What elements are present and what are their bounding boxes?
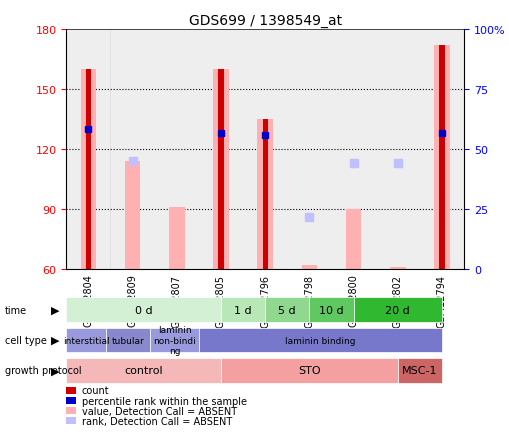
Text: 10 d: 10 d [319, 305, 343, 315]
Bar [301, 265, 317, 269]
Bar [86, 70, 91, 269]
Text: laminin binding: laminin binding [285, 336, 355, 345]
Bar [389, 267, 405, 269]
Bar [169, 207, 184, 269]
Bar [345, 209, 361, 269]
Text: growth protocol: growth protocol [5, 366, 81, 375]
Text: 1 d: 1 d [234, 305, 251, 315]
Title: GDS699 / 1398549_at: GDS699 / 1398549_at [188, 14, 341, 28]
FancyBboxPatch shape [199, 328, 441, 352]
Bar [262, 120, 267, 269]
FancyBboxPatch shape [220, 358, 397, 383]
Bar [218, 70, 223, 269]
Bar [66, 30, 110, 269]
Text: ▶: ▶ [51, 305, 60, 315]
FancyBboxPatch shape [309, 298, 353, 322]
Bar [438, 46, 444, 269]
FancyBboxPatch shape [353, 298, 441, 322]
Text: cell type: cell type [5, 335, 47, 345]
FancyBboxPatch shape [66, 358, 220, 383]
FancyBboxPatch shape [66, 298, 220, 322]
Bar [434, 46, 449, 269]
Bar [213, 70, 229, 269]
FancyBboxPatch shape [265, 298, 309, 322]
Text: STO: STO [297, 366, 320, 375]
Text: 0 d: 0 d [134, 305, 152, 315]
Bar [154, 30, 199, 269]
Text: control: control [124, 366, 163, 375]
Bar [80, 70, 96, 269]
Bar [110, 30, 154, 269]
Bar [419, 30, 463, 269]
Text: ▶: ▶ [51, 335, 60, 345]
Bar [257, 120, 272, 269]
FancyBboxPatch shape [150, 328, 199, 352]
Bar [287, 30, 331, 269]
FancyBboxPatch shape [397, 358, 441, 383]
Text: laminin
non-bindi
ng: laminin non-bindi ng [153, 326, 195, 355]
Text: time: time [5, 305, 27, 315]
Text: 20 d: 20 d [385, 305, 409, 315]
Bar [125, 161, 140, 269]
Text: interstitial: interstitial [63, 336, 109, 345]
Bar [243, 30, 287, 269]
Text: percentile rank within the sample: percentile rank within the sample [81, 396, 246, 405]
Text: MSC-1: MSC-1 [402, 366, 437, 375]
FancyBboxPatch shape [66, 328, 106, 352]
Text: value, Detection Call = ABSENT: value, Detection Call = ABSENT [81, 406, 236, 415]
Text: 5 d: 5 d [278, 305, 296, 315]
Text: rank, Detection Call = ABSENT: rank, Detection Call = ABSENT [81, 416, 232, 425]
FancyBboxPatch shape [220, 298, 265, 322]
Bar [375, 30, 419, 269]
Text: ▶: ▶ [51, 366, 60, 375]
Bar [331, 30, 375, 269]
Bar [199, 30, 243, 269]
FancyBboxPatch shape [106, 328, 150, 352]
Text: count: count [81, 386, 109, 395]
Text: tubular: tubular [111, 336, 144, 345]
